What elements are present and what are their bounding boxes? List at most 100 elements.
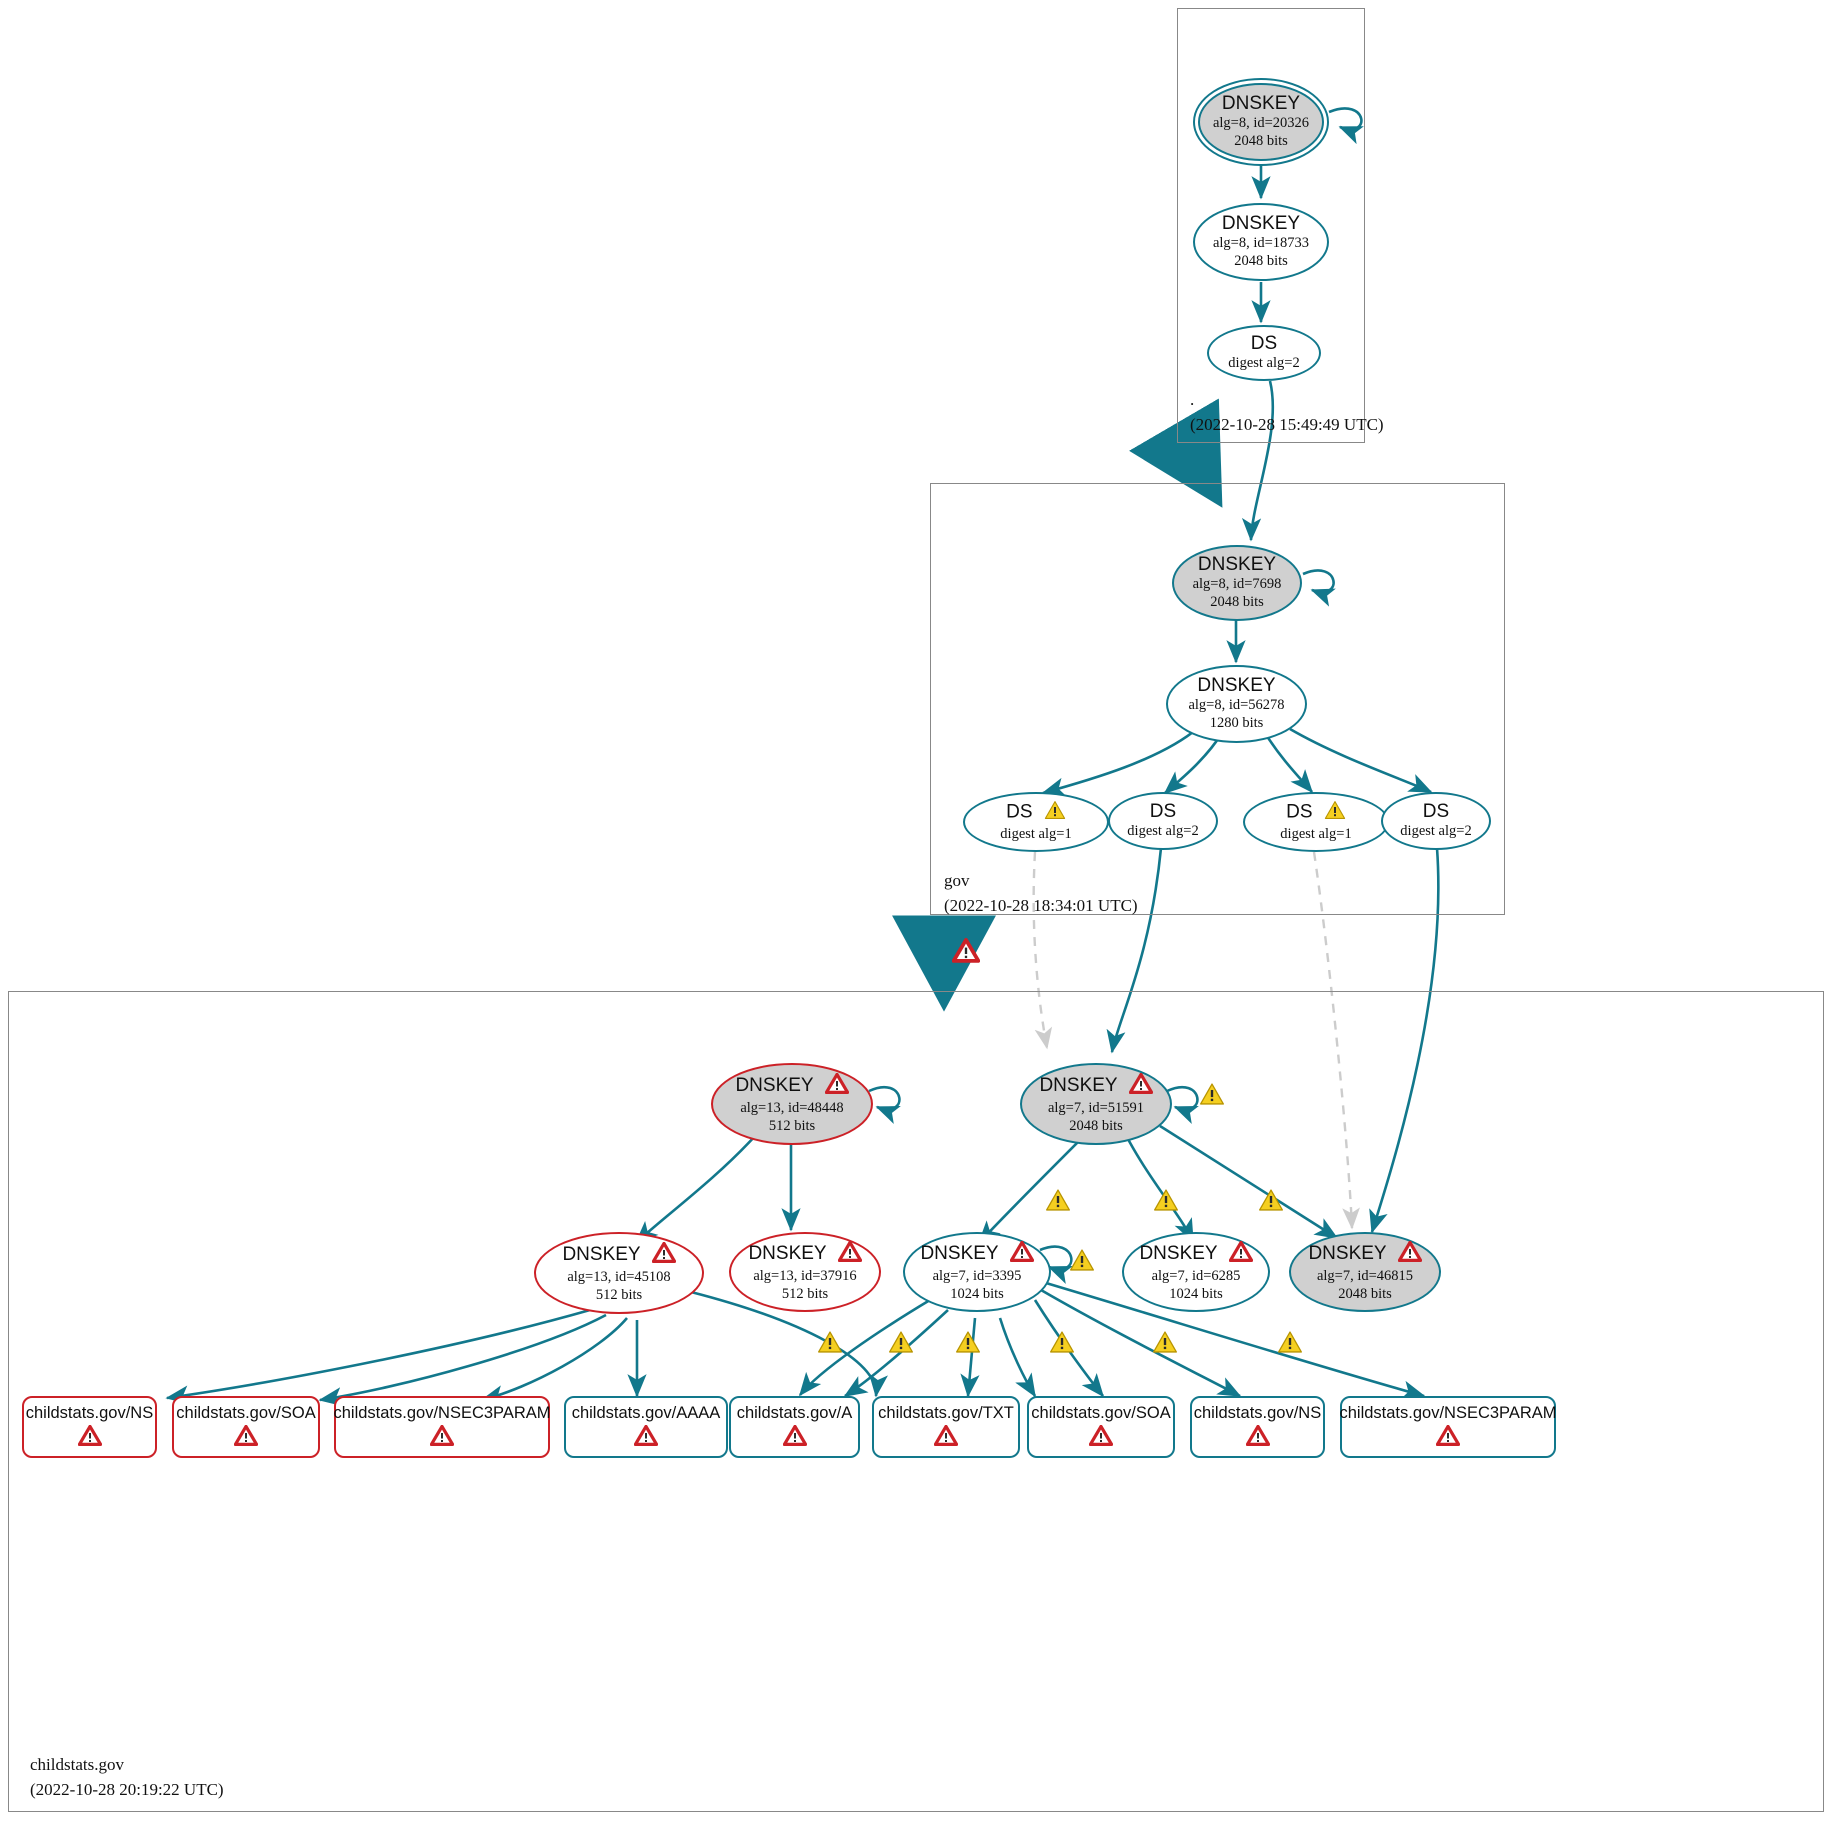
node-type-label: DNSKEY xyxy=(748,1240,862,1267)
node-dnskey-childstats-51591[interactable]: DNSKEY alg=7, id=51591 2048 bits xyxy=(1020,1063,1172,1145)
node-dnskey-root-zsk-18733[interactable]: DNSKEY alg=8, id=18733 2048 bits xyxy=(1193,203,1329,281)
node-digest-alg: digest alg=1 xyxy=(1280,826,1352,843)
rrset-childstats-a[interactable]: childstats.gov/A xyxy=(729,1396,860,1458)
node-type-label: DNSKEY xyxy=(1039,1072,1153,1099)
error-icon xyxy=(1128,1072,1153,1099)
error-icon xyxy=(77,1424,102,1451)
node-type-label: DNSKEY xyxy=(562,1241,676,1268)
node-keysize: 512 bits xyxy=(768,1117,816,1134)
node-ds-gov-digest1-b[interactable]: DS digest alg=1 xyxy=(1243,792,1389,852)
node-digest-alg: digest alg=2 xyxy=(1400,822,1472,839)
node-keysize: 512 bits xyxy=(595,1286,643,1303)
node-dnskey-childstats-3395[interactable]: DNSKEY alg=7, id=3395 1024 bits xyxy=(903,1232,1051,1312)
zone-name-childstats: childstats.gov xyxy=(30,1755,124,1774)
node-keysize: 2048 bits xyxy=(1234,252,1288,269)
rrset-label: childstats.gov/SOA xyxy=(1031,1403,1171,1422)
node-alg-id: alg=13, id=37916 xyxy=(753,1267,857,1284)
rrset-label: childstats.gov/AAAA xyxy=(571,1403,721,1422)
zone-timestamp-gov: (2022-10-28 18:34:01 UTC) xyxy=(944,895,1138,915)
zone-label-root: . (2022-10-28 15:49:49 UTC) xyxy=(1190,388,1384,437)
node-alg-id: alg=8, id=56278 xyxy=(1188,696,1285,713)
node-alg-id: alg=8, id=18733 xyxy=(1212,234,1310,251)
node-type-label: DNSKEY xyxy=(735,1072,849,1099)
error-icon xyxy=(633,1424,659,1451)
rrset-childstats-ns[interactable]: childstats.gov/NS xyxy=(1190,1396,1325,1458)
dnskey-text: DNSKEY xyxy=(1039,1074,1118,1096)
rrset-childstats-nsec3param-bogus[interactable]: childstats.gov/NSEC3PARAM xyxy=(333,1396,551,1458)
node-ds-gov-digest1-a[interactable]: DS digest alg=1 xyxy=(963,792,1109,852)
error-icon xyxy=(933,1424,959,1451)
node-type-label: DNSKEY xyxy=(1197,674,1276,696)
node-ds-gov-digest2-a[interactable]: DS digest alg=2 xyxy=(1108,792,1218,850)
node-ds-root-digest2[interactable]: DS digest alg=2 xyxy=(1207,325,1321,381)
node-type-label: DNSKEY xyxy=(920,1240,1034,1267)
node-type-label: DNSKEY xyxy=(1139,1240,1253,1267)
node-digest-alg: digest alg=2 xyxy=(1127,822,1199,839)
rrset-childstats-nsec3param[interactable]: childstats.gov/NSEC3PARAM xyxy=(1339,1396,1557,1458)
error-icon xyxy=(837,1240,862,1267)
rrset-childstats-ns-bogus[interactable]: childstats.gov/NS xyxy=(22,1396,157,1458)
node-type-label: DS xyxy=(1006,800,1066,825)
node-alg-id: alg=13, id=48448 xyxy=(740,1099,844,1116)
node-keysize: 1024 bits xyxy=(1169,1285,1223,1302)
node-digest-alg: digest alg=1 xyxy=(1000,826,1072,843)
node-dnskey-childstats-46815[interactable]: DNSKEY alg=7, id=46815 2048 bits xyxy=(1289,1232,1441,1312)
node-dnskey-gov-ksk-7698[interactable]: DNSKEY alg=8, id=7698 2048 bits xyxy=(1172,545,1302,621)
node-dnskey-childstats-45108[interactable]: DNSKEY alg=13, id=45108 512 bits xyxy=(534,1232,704,1314)
node-keysize: 512 bits xyxy=(781,1285,829,1302)
node-dnskey-childstats-48448[interactable]: DNSKEY alg=13, id=48448 512 bits xyxy=(711,1063,873,1145)
node-type-label: DS xyxy=(1149,800,1177,822)
node-alg-id: alg=8, id=7698 xyxy=(1192,575,1282,592)
root-ksk-outer-ring xyxy=(1193,78,1329,166)
dnskey-text: DNSKEY xyxy=(562,1243,641,1265)
zone-box-root xyxy=(1177,8,1365,443)
node-keysize: 1280 bits xyxy=(1209,714,1264,731)
node-alg-id: alg=7, id=46815 xyxy=(1316,1267,1414,1284)
warning-icon xyxy=(1044,800,1066,825)
error-icon xyxy=(233,1424,259,1451)
node-dnskey-childstats-37916[interactable]: DNSKEY alg=13, id=37916 512 bits xyxy=(729,1232,881,1312)
error-icon xyxy=(1245,1424,1270,1451)
rrset-childstats-txt[interactable]: childstats.gov/TXT xyxy=(872,1396,1020,1458)
node-digest-alg: digest alg=2 xyxy=(1228,354,1300,371)
node-type-label: DS xyxy=(1250,332,1278,354)
rrset-label: childstats.gov/NS xyxy=(1193,1403,1322,1422)
zone-timestamp-root: (2022-10-28 15:49:49 UTC) xyxy=(1190,414,1384,434)
node-dnskey-root-ksk-20326[interactable]: DNSKEY alg=8, id=20326 2048 bits xyxy=(1198,83,1324,161)
rrset-childstats-soa[interactable]: childstats.gov/SOA xyxy=(1027,1396,1175,1458)
rrset-label: childstats.gov/SOA xyxy=(176,1403,316,1422)
rrset-label: childstats.gov/NS xyxy=(25,1403,154,1422)
dnskey-text: DNSKEY xyxy=(1308,1242,1387,1264)
error-icon xyxy=(651,1241,676,1268)
rrset-label: childstats.gov/NSEC3PARAM xyxy=(333,1403,551,1422)
rrset-childstats-soa-bogus[interactable]: childstats.gov/SOA xyxy=(172,1396,320,1458)
zone-name-root: . xyxy=(1190,390,1195,409)
error-icon xyxy=(1228,1240,1253,1267)
dnskey-text: DNSKEY xyxy=(748,1242,827,1264)
node-dnskey-gov-zsk-56278[interactable]: DNSKEY alg=8, id=56278 1280 bits xyxy=(1166,665,1307,743)
zone-name-gov: gov xyxy=(944,871,970,890)
node-ds-gov-digest2-b[interactable]: DS digest alg=2 xyxy=(1381,792,1491,850)
error-icon xyxy=(824,1072,849,1099)
rrset-childstats-aaaa[interactable]: childstats.gov/AAAA xyxy=(564,1396,728,1458)
node-dnskey-childstats-6285[interactable]: DNSKEY alg=7, id=6285 1024 bits xyxy=(1122,1232,1270,1312)
zone-timestamp-childstats: (2022-10-28 20:19:22 UTC) xyxy=(30,1779,224,1799)
zone-box-childstats xyxy=(8,991,1824,1812)
node-keysize: 1024 bits xyxy=(950,1285,1004,1302)
node-type-label: DNSKEY xyxy=(1221,92,1301,114)
zone-label-childstats: childstats.gov (2022-10-28 20:19:22 UTC) xyxy=(30,1753,224,1802)
error-icon xyxy=(1009,1240,1034,1267)
zone-box-gov xyxy=(930,483,1505,915)
node-type-label: DNSKEY xyxy=(1308,1240,1422,1267)
rrset-label: childstats.gov/NSEC3PARAM xyxy=(1339,1403,1557,1422)
ds-text: DS xyxy=(1286,801,1313,823)
node-type-label: DNSKEY xyxy=(1197,553,1277,575)
error-icon xyxy=(1088,1424,1114,1451)
node-alg-id: alg=7, id=51591 xyxy=(1047,1099,1145,1116)
node-type-label: DS xyxy=(1286,800,1346,825)
error-icon xyxy=(429,1424,455,1451)
dnskey-text: DNSKEY xyxy=(735,1074,814,1096)
error-icon xyxy=(1435,1424,1461,1451)
rrset-label: childstats.gov/TXT xyxy=(878,1403,1014,1422)
